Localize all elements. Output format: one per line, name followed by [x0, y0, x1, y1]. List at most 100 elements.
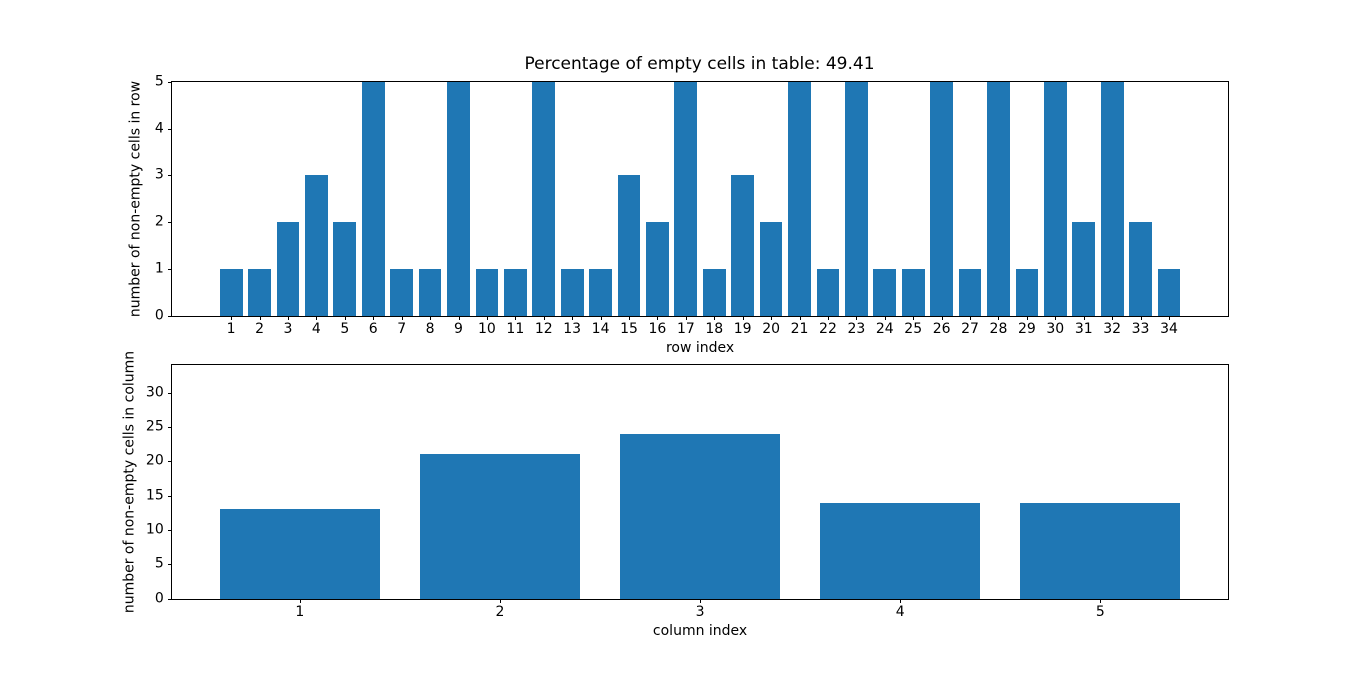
x-tick-mark — [856, 315, 858, 320]
x-tick-label: 32 — [1103, 320, 1122, 337]
x-tick-mark — [629, 315, 631, 320]
bar-non-empty-cells-per-row-33 — [1129, 222, 1152, 316]
y-tick-label: 25 — [145, 418, 164, 435]
x-tick-mark — [799, 315, 801, 320]
y-tick-label: 10 — [145, 521, 164, 538]
x-tick-mark — [401, 315, 403, 320]
x-tick-mark — [900, 598, 902, 603]
x-tick-mark — [430, 315, 432, 320]
bar-non-empty-cells-per-row-31 — [1072, 222, 1096, 316]
bar-non-empty-cells-per-column-4 — [820, 502, 981, 599]
x-tick-label: 26 — [932, 320, 951, 337]
bar-non-empty-cells-per-column-1 — [219, 509, 380, 599]
column-bar-chart: number of non-empty cells in column colu… — [121, 351, 1230, 638]
x-tick-label: 2 — [255, 320, 265, 337]
x-tick-label: 34 — [1160, 320, 1178, 337]
y-tick-mark — [167, 175, 172, 177]
x-tick-label: 31 — [1074, 320, 1093, 337]
bar-non-empty-cells-per-row-15 — [617, 175, 641, 316]
x-tick-mark — [1100, 598, 1102, 603]
column-chart-x-axis-label: column index — [652, 622, 748, 639]
row-chart-y-axis-label: number of non-empty cells in row — [127, 80, 144, 317]
bar-non-empty-cells-per-row-27 — [958, 269, 982, 316]
x-tick-mark — [1026, 315, 1028, 320]
bar-non-empty-cells-per-row-2 — [248, 269, 271, 316]
bar-non-empty-cells-per-column-3 — [620, 433, 781, 599]
x-tick-mark — [771, 315, 773, 320]
bar-non-empty-cells-per-row-4 — [305, 175, 328, 316]
column-chart-y-axis-label: number of non-empty cells in column — [121, 350, 138, 614]
y-tick-label: 1 — [154, 260, 164, 277]
bar-non-empty-cells-per-row-6 — [361, 81, 385, 316]
x-tick-label: 16 — [648, 320, 667, 337]
y-tick-label: 20 — [145, 452, 164, 469]
row-bar-chart: number of non-empty cells in row row ind… — [127, 74, 1230, 355]
bar-non-empty-cells-per-row-20 — [759, 222, 783, 316]
y-tick-mark — [167, 461, 172, 463]
row-chart-x-axis-label: row index — [665, 339, 735, 356]
y-tick-label: 0 — [154, 590, 164, 607]
x-tick-mark — [714, 315, 716, 320]
bar-non-empty-cells-per-row-19 — [731, 175, 755, 316]
x-tick-label: 7 — [397, 320, 407, 337]
x-tick-label: 11 — [506, 320, 525, 337]
y-tick-mark — [167, 81, 172, 83]
bar-non-empty-cells-per-row-23 — [845, 81, 868, 316]
y-tick-label: 15 — [145, 487, 164, 504]
x-tick-label: 8 — [425, 320, 435, 337]
x-tick-mark — [913, 315, 915, 320]
bar-non-empty-cells-per-row-5 — [333, 222, 357, 316]
bar-non-empty-cells-per-row-28 — [987, 81, 1010, 316]
x-tick-label: 12 — [534, 320, 553, 337]
x-tick-mark — [316, 315, 318, 320]
x-tick-mark — [700, 598, 702, 603]
bar-non-empty-cells-per-row-25 — [901, 269, 925, 316]
x-tick-mark — [373, 315, 375, 320]
bar-non-empty-cells-per-row-29 — [1015, 269, 1039, 316]
x-tick-label: 10 — [478, 320, 496, 337]
x-tick-mark — [287, 315, 289, 320]
x-tick-label: 24 — [875, 320, 894, 337]
y-tick-mark — [167, 530, 172, 532]
bar-non-empty-cells-per-row-12 — [532, 81, 556, 316]
x-tick-label: 23 — [847, 320, 866, 337]
bar-non-empty-cells-per-column-2 — [419, 454, 580, 599]
y-tick-mark — [167, 269, 172, 270]
x-tick-mark — [1083, 315, 1085, 320]
x-tick-mark — [515, 315, 517, 320]
x-tick-label: 28 — [989, 320, 1008, 337]
x-tick-label: 1 — [226, 320, 236, 337]
x-tick-mark — [1140, 315, 1142, 320]
x-tick-mark — [685, 315, 687, 320]
bar-non-empty-cells-per-row-7 — [390, 269, 414, 316]
x-tick-label: 18 — [705, 320, 724, 337]
x-tick-mark — [1055, 315, 1057, 320]
bar-non-empty-cells-per-row-18 — [702, 269, 726, 316]
bar-non-empty-cells-per-row-32 — [1100, 81, 1124, 316]
x-tick-mark — [231, 315, 233, 320]
x-tick-label: 17 — [676, 320, 695, 337]
x-tick-label: 9 — [454, 320, 463, 337]
x-tick-label: 19 — [733, 320, 752, 337]
x-tick-label: 20 — [762, 320, 781, 337]
x-tick-label: 4 — [895, 603, 905, 620]
y-tick-label: 3 — [154, 166, 164, 183]
bar-non-empty-cells-per-row-1 — [219, 269, 243, 316]
x-tick-mark — [572, 315, 574, 320]
y-tick-mark — [167, 392, 172, 394]
x-tick-label: 5 — [340, 320, 350, 337]
x-tick-mark — [543, 315, 545, 320]
bar-non-empty-cells-per-row-16 — [646, 222, 669, 316]
x-tick-mark — [884, 315, 886, 320]
x-tick-mark — [1168, 315, 1170, 320]
y-tick-label: 0 — [154, 307, 164, 324]
bar-non-empty-cells-per-row-26 — [930, 81, 953, 316]
bar-non-empty-cells-per-row-10 — [475, 269, 499, 316]
x-tick-mark — [998, 315, 1000, 320]
x-tick-label: 29 — [1017, 320, 1036, 337]
x-tick-mark — [827, 315, 829, 320]
chart-title: Percentage of empty cells in table: 49.4… — [524, 54, 875, 74]
x-tick-label: 21 — [790, 320, 809, 337]
x-tick-label: 6 — [368, 320, 378, 337]
